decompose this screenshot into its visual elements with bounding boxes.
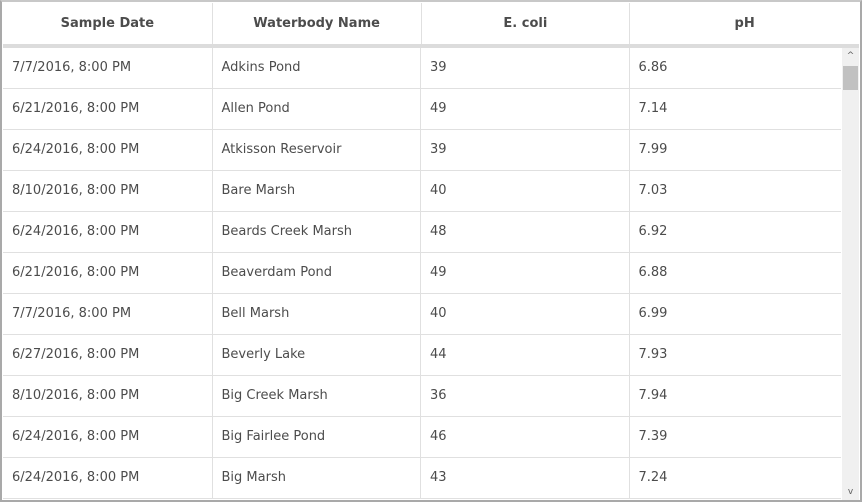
sample-date-cell: 7/7/2016, 8:00 PM (3, 294, 213, 334)
e-coli-cell: 43 (421, 458, 630, 498)
waterbody-name-cell: Big Marsh (213, 458, 421, 498)
grid-header: Sample Date Waterbody Name E. coli pH (3, 3, 859, 48)
e-coli-cell: 48 (421, 212, 630, 252)
sample-date-cell: 6/24/2016, 8:00 PM (3, 458, 213, 498)
ph-cell: 7.93 (638, 347, 668, 362)
table-row[interactable]: 8/10/2016, 8:00 PM Bare Marsh 40 7.03 (3, 171, 841, 212)
e-coli-cell: 36 (421, 376, 630, 416)
table-row[interactable]: 7/7/2016, 8:00 PM Adkins Pond 39 6.86 (3, 48, 841, 89)
table-row[interactable]: 6/24/2016, 8:00 PM Beards Creek Marsh 48 6.… (3, 212, 841, 253)
grid-body: 7/7/2016, 8:00 PM Adkins Pond 39 6.86 6/21/2… (3, 48, 841, 500)
ph-cell: 7.03 (638, 183, 668, 198)
e-coli-cell: 40 (421, 171, 630, 211)
table-row[interactable]: 6/24/2016, 8:00 PM Atkisson Reservoir 39 7.… (3, 130, 841, 171)
e-coli-cell: 44 (421, 335, 630, 375)
ph-cell: 7.24 (638, 470, 668, 485)
column-header-waterbody-name[interactable]: Waterbody Name (213, 3, 422, 44)
ph-cell: 6.86 (638, 60, 668, 75)
ph-cell: 6.88 (638, 265, 668, 280)
vertical-scrollbar[interactable]: ^ v (842, 48, 859, 500)
sample-date-cell: 6/21/2016, 8:00 PM (3, 89, 213, 129)
ph-cell: 7.14 (638, 101, 668, 116)
waterbody-name-cell: Beards Creek Marsh (213, 212, 421, 252)
waterbody-name-cell: Atkisson Reservoir (213, 130, 421, 170)
ph-cell: 6.92 (638, 224, 668, 239)
chevron-up-icon[interactable]: ^ (846, 51, 855, 61)
sample-date-cell: 8/10/2016, 8:00 PM (3, 171, 213, 211)
sample-date-cell: 6/21/2016, 8:00 PM (3, 253, 213, 293)
e-coli-cell: 49 (421, 253, 630, 293)
waterbody-name-cell: Adkins Pond (213, 48, 421, 88)
ph-cell: 7.99 (638, 142, 668, 157)
column-header-e-coli[interactable]: E. coli (422, 3, 631, 44)
scrollbar-thumb[interactable] (843, 66, 858, 90)
waterbody-name-cell: Bare Marsh (213, 171, 421, 211)
ph-cell: 7.39 (638, 429, 668, 444)
sample-date-cell: 8/10/2016, 8:00 PM (3, 376, 213, 416)
chevron-down-icon[interactable]: v (847, 487, 854, 497)
sample-date-cell: 6/24/2016, 8:00 PM (3, 130, 213, 170)
table-row[interactable]: 6/21/2016, 8:00 PM Beaverdam Pond 49 6.88 (3, 253, 841, 294)
sample-date-cell: 6/24/2016, 8:00 PM (3, 417, 213, 457)
e-coli-cell: 39 (421, 48, 630, 88)
table-row[interactable]: 6/21/2016, 8:00 PM Allen Pond 49 7.14 (3, 89, 841, 130)
waterbody-name-cell: Big Creek Marsh (213, 376, 421, 416)
table-row[interactable]: 6/24/2016, 8:00 PM Big Fairlee Pond 46 7.39 (3, 417, 841, 458)
waterbody-name-cell: Bell Marsh (213, 294, 421, 334)
table-row[interactable]: 8/10/2016, 8:00 PM Big Creek Marsh 36 7.94 (3, 376, 841, 417)
table-row[interactable]: 6/27/2016, 8:00 PM Beverly Lake 44 7.93 (3, 335, 841, 376)
ph-cell: 6.99 (638, 306, 668, 321)
e-coli-cell: 40 (421, 294, 630, 334)
ph-cell: 7.94 (638, 388, 668, 403)
sample-date-cell: 6/27/2016, 8:00 PM (3, 335, 213, 375)
e-coli-cell: 46 (421, 417, 630, 457)
waterbody-name-cell: Beverly Lake (213, 335, 421, 375)
sample-date-cell: 6/24/2016, 8:00 PM (3, 212, 213, 252)
waterbody-name-cell: Beaverdam Pond (213, 253, 421, 293)
sample-date-cell: 7/7/2016, 8:00 PM (3, 48, 213, 88)
e-coli-cell: 49 (421, 89, 630, 129)
waterbody-name-cell: Big Fairlee Pond (213, 417, 421, 457)
table-row[interactable]: 6/24/2016, 8:00 PM Big Marsh 43 7.24 (3, 458, 841, 499)
column-header-sample-date[interactable]: Sample Date (3, 3, 213, 44)
waterbody-name-cell: Allen Pond (213, 89, 421, 129)
e-coli-cell: 39 (421, 130, 630, 170)
column-header-ph[interactable]: pH (734, 16, 755, 31)
table-row[interactable]: 7/7/2016, 8:00 PM Bell Marsh 40 6.99 (3, 294, 841, 335)
